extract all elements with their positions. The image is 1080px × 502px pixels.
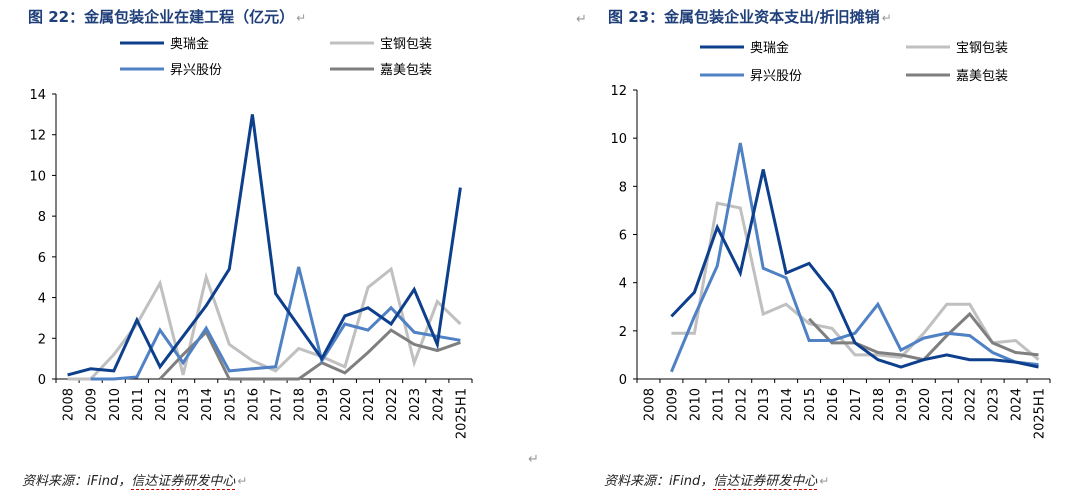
y-tick-label: 0 xyxy=(38,373,46,388)
x-tick-label: 2012 xyxy=(734,388,749,421)
y-tick-label: 4 xyxy=(38,292,46,307)
y-tick-label: 12 xyxy=(29,129,46,144)
chart-title-right-text: 图 23：金属包装企业资本支出/折旧摊销 xyxy=(608,8,880,26)
x-tick-label: 2019 xyxy=(895,388,910,421)
y-tick-label: 10 xyxy=(29,169,46,184)
series-line-3 xyxy=(670,142,1039,373)
x-tick-label: 2016 xyxy=(246,388,261,421)
source-prefix: 资料来源： xyxy=(22,474,88,489)
x-tick-label: 2016 xyxy=(826,388,841,421)
x-tick-label: 2024 xyxy=(431,388,446,421)
x-tick-label: 2013 xyxy=(177,388,192,421)
x-tick-label: 2008 xyxy=(62,388,77,421)
legend-label: 宝钢包装 xyxy=(380,37,432,52)
y-tick-label: 0 xyxy=(619,373,627,388)
legend-label: 昇兴股份 xyxy=(750,69,802,84)
x-tick-label: 2024 xyxy=(1010,388,1025,421)
x-tick-label: 2011 xyxy=(711,388,726,421)
x-tick-label: 2009 xyxy=(665,388,680,421)
x-tick-label: 2020 xyxy=(339,388,354,421)
return-mark: ↵ xyxy=(881,11,892,25)
series-line-2 xyxy=(67,266,462,381)
x-tick-label: 2023 xyxy=(987,388,1002,421)
series-line-2 xyxy=(671,201,1040,361)
legend-label: 奥瑞金 xyxy=(750,40,789,56)
source-ifind: iFind， xyxy=(87,474,132,489)
chart-1: 0 2 4 6 8 10 12 14 2008 2009 2010 2011 2012 2013 2014 2… xyxy=(29,36,473,439)
x-tick-label: 2010 xyxy=(688,388,703,421)
x-tick-label: 2017 xyxy=(270,388,285,421)
x-tick-label: 2022 xyxy=(964,388,979,421)
series-line-1 xyxy=(67,114,462,377)
x-tick-label: 2009 xyxy=(85,388,100,421)
x-tick-label: 2019 xyxy=(316,388,331,421)
x-tick-label: 2014 xyxy=(780,388,795,421)
x-tick-label: 2023 xyxy=(408,388,423,421)
x-tick-label: 2017 xyxy=(849,388,864,421)
x-tick-label: 2014 xyxy=(200,388,215,421)
return-mark: ↵ xyxy=(237,474,248,488)
x-tick-label: 2013 xyxy=(757,388,772,421)
return-mark: ↵ xyxy=(819,474,830,488)
source-note-right: 资料来源：iFind，信达证券研发中心 ↵ xyxy=(604,470,830,490)
x-tick-label: 2020 xyxy=(918,388,933,421)
return-mark-bottom: ↵ xyxy=(528,452,539,467)
source-org: 信达证券研发中心 xyxy=(713,474,818,490)
legend-label: 宝钢包装 xyxy=(956,41,1008,56)
x-tick-label: 2021 xyxy=(941,388,956,421)
x-tick-label: 2008 xyxy=(642,388,657,421)
y-tick-label: 4 xyxy=(619,277,627,292)
series-line-4 xyxy=(158,328,461,381)
x-tick-label: 2015 xyxy=(803,388,818,421)
x-tick-label: 2018 xyxy=(872,388,887,421)
x-tick-label: 2011 xyxy=(131,388,146,421)
y-tick-label: 12 xyxy=(610,84,627,99)
series-line-1 xyxy=(670,169,1039,369)
return-mark-top: ↵ xyxy=(576,12,587,27)
chart-title-left: 图 22：金属包装企业在建工程（亿元） ↵ xyxy=(28,6,306,27)
chart-title-right: 图 23：金属包装企业资本支出/折旧摊销 ↵ xyxy=(608,6,892,27)
legend-label: 嘉美包装 xyxy=(956,69,1008,84)
series-line-3 xyxy=(90,266,461,381)
y-tick-label: 8 xyxy=(38,210,46,225)
return-mark: ↵ xyxy=(296,11,307,25)
x-tick-label: 2010 xyxy=(108,388,123,421)
x-tick-label: 2012 xyxy=(154,388,169,421)
x-tick-label: 2015 xyxy=(223,388,238,421)
x-tick-label: 2022 xyxy=(385,388,400,421)
source-org: 信达证券研发中心 xyxy=(131,474,236,490)
chart-2: 0 2 4 6 8 10 12 2008 2009 2010 2011 2012 2013 2014 201… xyxy=(610,40,1051,439)
legend-label: 昇兴股份 xyxy=(170,63,222,78)
y-tick-label: 6 xyxy=(619,229,627,244)
chart-title-left-text: 图 22：金属包装企业在建工程（亿元） xyxy=(28,8,295,26)
y-tick-label: 14 xyxy=(29,88,46,103)
x-tick-label: 2018 xyxy=(293,388,308,421)
legend-label: 奥瑞金 xyxy=(170,36,209,52)
y-tick-label: 2 xyxy=(619,325,627,340)
y-tick-label: 2 xyxy=(38,332,46,347)
source-ifind: iFind， xyxy=(669,474,714,489)
x-tick-label: 2025H1 xyxy=(1033,388,1048,439)
y-tick-label: 6 xyxy=(38,251,46,266)
x-tick-label: 2021 xyxy=(362,388,377,421)
x-tick-label: 2025H1 xyxy=(454,388,469,439)
source-note-left: 资料来源：iFind，信达证券研发中心 ↵ xyxy=(22,470,248,490)
legend-label: 嘉美包装 xyxy=(380,63,432,78)
source-prefix: 资料来源： xyxy=(604,474,670,489)
y-tick-label: 8 xyxy=(619,180,627,195)
y-tick-label: 10 xyxy=(610,132,627,147)
